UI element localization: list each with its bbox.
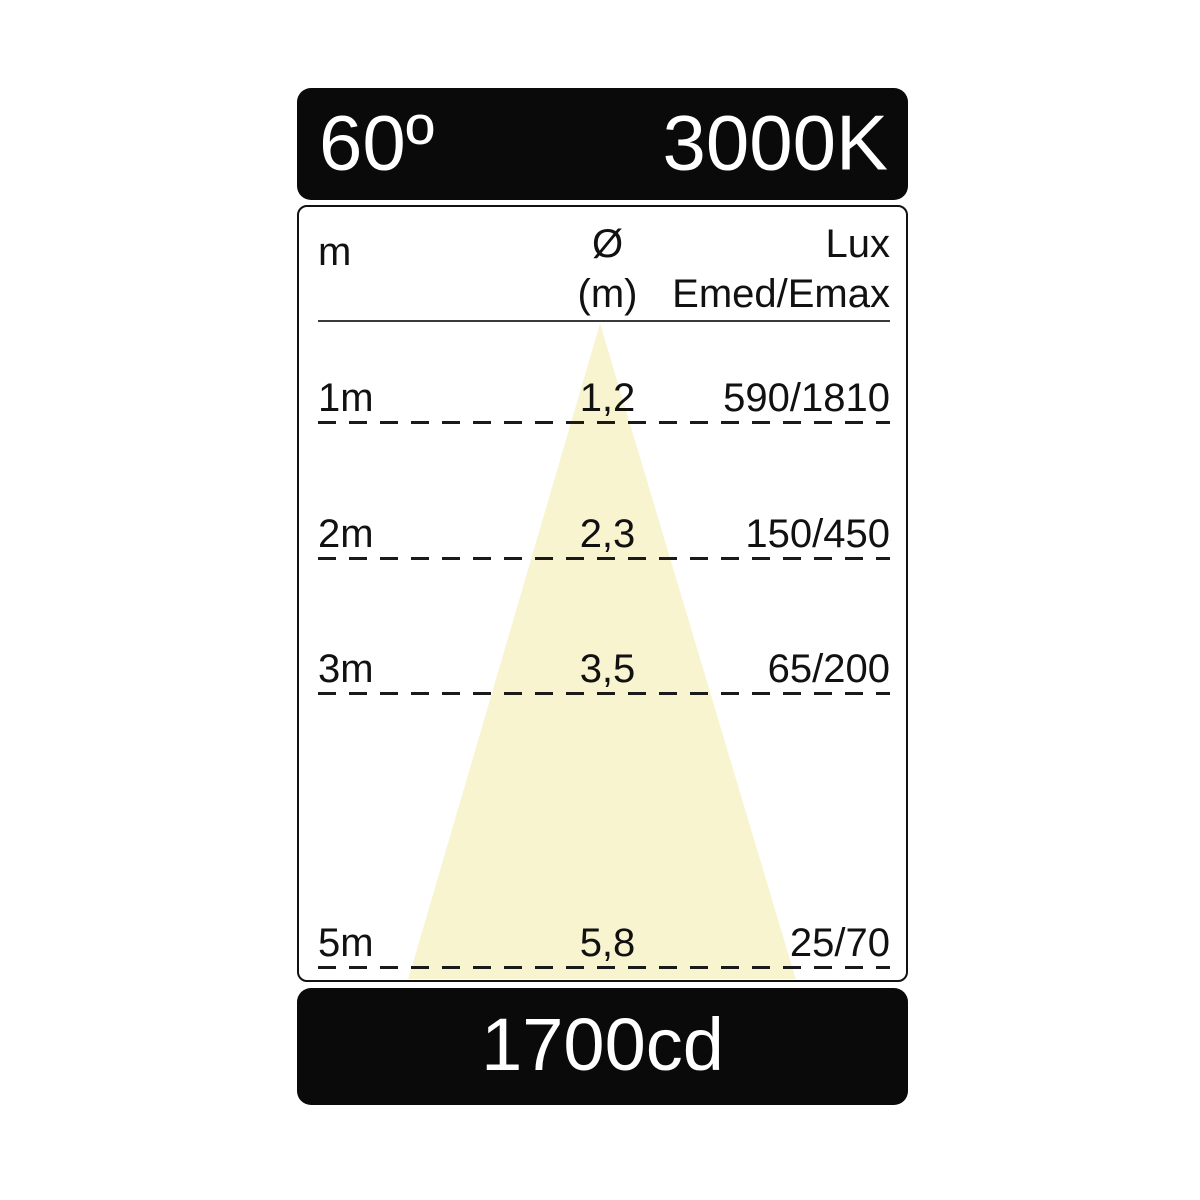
luminous-intensity-value: 1700cd <box>481 1002 724 1086</box>
beam-angle-value: 60º <box>319 98 435 187</box>
row-dashed-separator <box>318 966 890 969</box>
light-beam-cone-icon <box>408 323 796 980</box>
bottom-spec-bar: 1700cd <box>297 988 908 1105</box>
header-lux-label: Lux Emed/Emax <box>672 219 890 319</box>
row-distance: 3m <box>318 647 374 691</box>
table-row: 3m 3,5 65/200 <box>299 639 906 695</box>
table-row: 5m 5,8 25/70 <box>299 913 906 969</box>
row-distance: 5m <box>318 921 374 965</box>
row-diameter: 2,3 <box>579 512 636 556</box>
row-diameter: 1,2 <box>579 376 636 420</box>
row-lux: 590/1810 <box>723 376 890 420</box>
photometric-table-panel: m Ø (m) Lux Emed/Emax 1m 1,2 590/1810 2m… <box>297 205 908 982</box>
table-row: 2m 2,3 150/450 <box>299 504 906 560</box>
row-lux: 25/70 <box>789 921 890 965</box>
header-diameter-unit: (m) <box>577 272 638 316</box>
header-lux-sublabel: Emed/Emax <box>672 272 890 316</box>
row-diameter: 5,8 <box>579 921 636 965</box>
header-distance-label: m <box>318 230 352 274</box>
row-lux: 150/450 <box>745 512 890 556</box>
row-distance: 2m <box>318 512 374 556</box>
table-header: m Ø (m) Lux Emed/Emax <box>299 207 906 320</box>
row-diameter: 3,5 <box>579 647 636 691</box>
row-dashed-separator <box>318 421 890 424</box>
table-row: 1m 1,2 590/1810 <box>299 368 906 424</box>
header-lux-title: Lux <box>825 222 891 266</box>
row-dashed-separator <box>318 557 890 560</box>
row-distance: 1m <box>318 376 374 420</box>
row-lux: 65/200 <box>767 647 890 691</box>
header-diameter-label: Ø (m) <box>304 219 906 319</box>
header-diameter-symbol: Ø <box>591 222 624 266</box>
color-temperature-value: 3000K <box>662 98 888 187</box>
top-spec-bar: 60º 3000K <box>297 88 908 200</box>
header-separator-rule <box>318 320 890 322</box>
row-dashed-separator <box>318 692 890 695</box>
